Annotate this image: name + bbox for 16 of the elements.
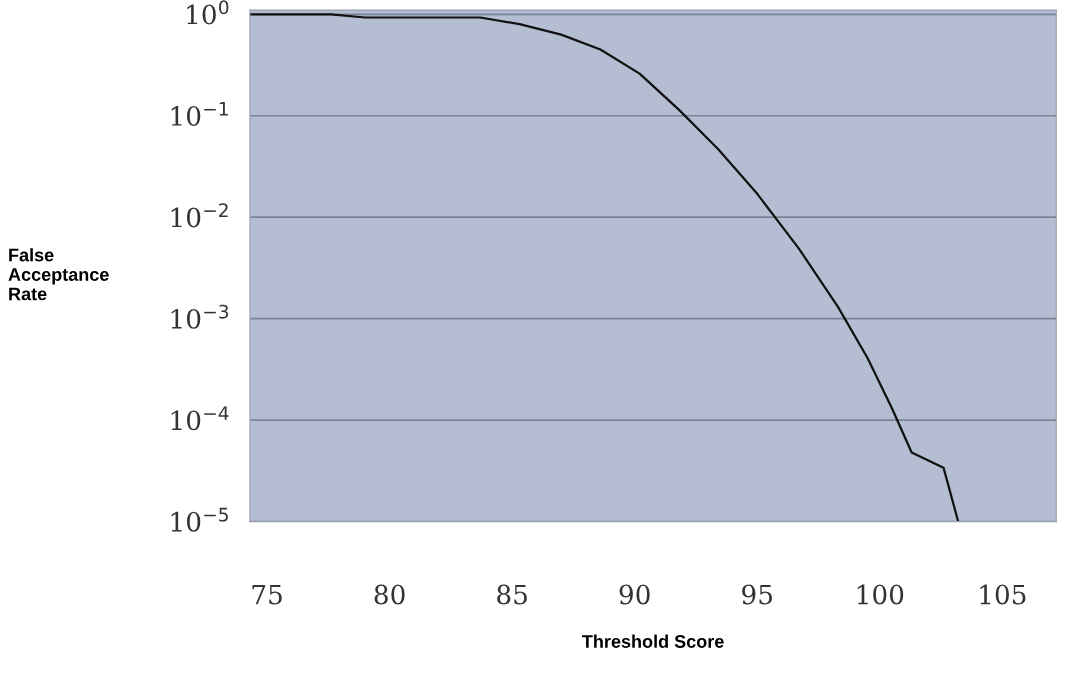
- x-tick-label: 95: [742, 584, 772, 605]
- y-axis-title: False Acceptance Rate: [8, 248, 109, 301]
- y-tick-label: 10$^{−5}$: [171, 507, 228, 532]
- y-tick-label: 10$^{−1}$: [171, 102, 228, 126]
- x-tick-label: 90: [619, 584, 650, 605]
- x-tick-label: 105: [980, 584, 1026, 605]
- x-axis-title: Threshold Score: [582, 634, 724, 648]
- x-tick-label: 80: [374, 584, 405, 605]
- x-tick-label: 75: [252, 584, 282, 605]
- y-tick-label: 10$^{−3}$: [171, 304, 229, 329]
- y-tick-label: 10$^{0}$: [187, 0, 229, 25]
- x-tick-label: 85: [497, 584, 527, 605]
- x-tick-label: 100: [857, 584, 904, 605]
- y-tick-label: 10$^{−4}$: [171, 406, 229, 431]
- y-tick-label: 10$^{−2}$: [171, 203, 228, 228]
- line-series: [249, 13, 960, 522]
